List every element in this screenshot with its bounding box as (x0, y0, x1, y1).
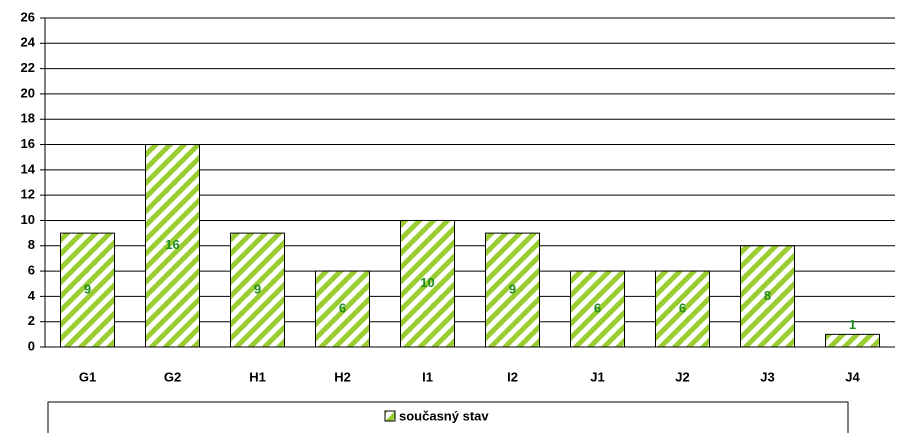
legend-swatch (384, 410, 396, 422)
x-tick-label: H1 (249, 369, 266, 384)
data-label: 9 (254, 281, 261, 296)
x-tick-label: G2 (164, 369, 181, 384)
data-label: 16 (165, 237, 179, 252)
y-tick-label: 16 (21, 136, 35, 151)
y-tick-label: 18 (21, 111, 35, 126)
x-tick-label: H2 (334, 369, 351, 384)
data-label: 6 (594, 300, 601, 315)
y-tick-label: 14 (21, 161, 36, 176)
legend-label: současný stav (399, 408, 489, 423)
y-tick-label: 2 (28, 313, 35, 328)
bar (145, 144, 200, 348)
data-label: 8 (764, 288, 771, 303)
y-tick-label: 22 (21, 60, 35, 75)
x-tick-label: J3 (760, 369, 774, 384)
x-tick-label: G1 (79, 369, 96, 384)
y-tick-label: 6 (28, 263, 35, 278)
bar (485, 232, 540, 348)
data-label: 6 (679, 300, 686, 315)
bar (400, 219, 455, 348)
x-tick-label: I1 (422, 369, 433, 384)
bar (60, 232, 115, 348)
x-tick-label: J4 (845, 369, 860, 384)
data-label: 9 (84, 281, 91, 296)
y-tick-label: 12 (21, 187, 35, 202)
x-tick-label: J1 (590, 369, 604, 384)
x-tick-label: I2 (507, 369, 518, 384)
legend-box (47, 401, 849, 433)
bar (315, 270, 370, 348)
y-tick-label: 0 (28, 338, 35, 353)
data-label: 9 (509, 281, 516, 296)
x-tick-label: J2 (675, 369, 689, 384)
y-tick-label: 24 (21, 35, 36, 50)
data-label: 6 (339, 300, 346, 315)
bar (570, 270, 625, 348)
bar (230, 232, 285, 348)
y-tick-label: 4 (28, 288, 36, 303)
bar (825, 333, 880, 348)
data-label: 1 (849, 317, 856, 332)
y-tick-label: 10 (21, 212, 35, 227)
bar (655, 270, 710, 348)
data-label: 10 (420, 275, 434, 290)
y-tick-label: 8 (28, 237, 35, 252)
y-tick-label: 26 (21, 9, 35, 24)
bar (740, 245, 795, 348)
y-tick-label: 20 (21, 85, 35, 100)
